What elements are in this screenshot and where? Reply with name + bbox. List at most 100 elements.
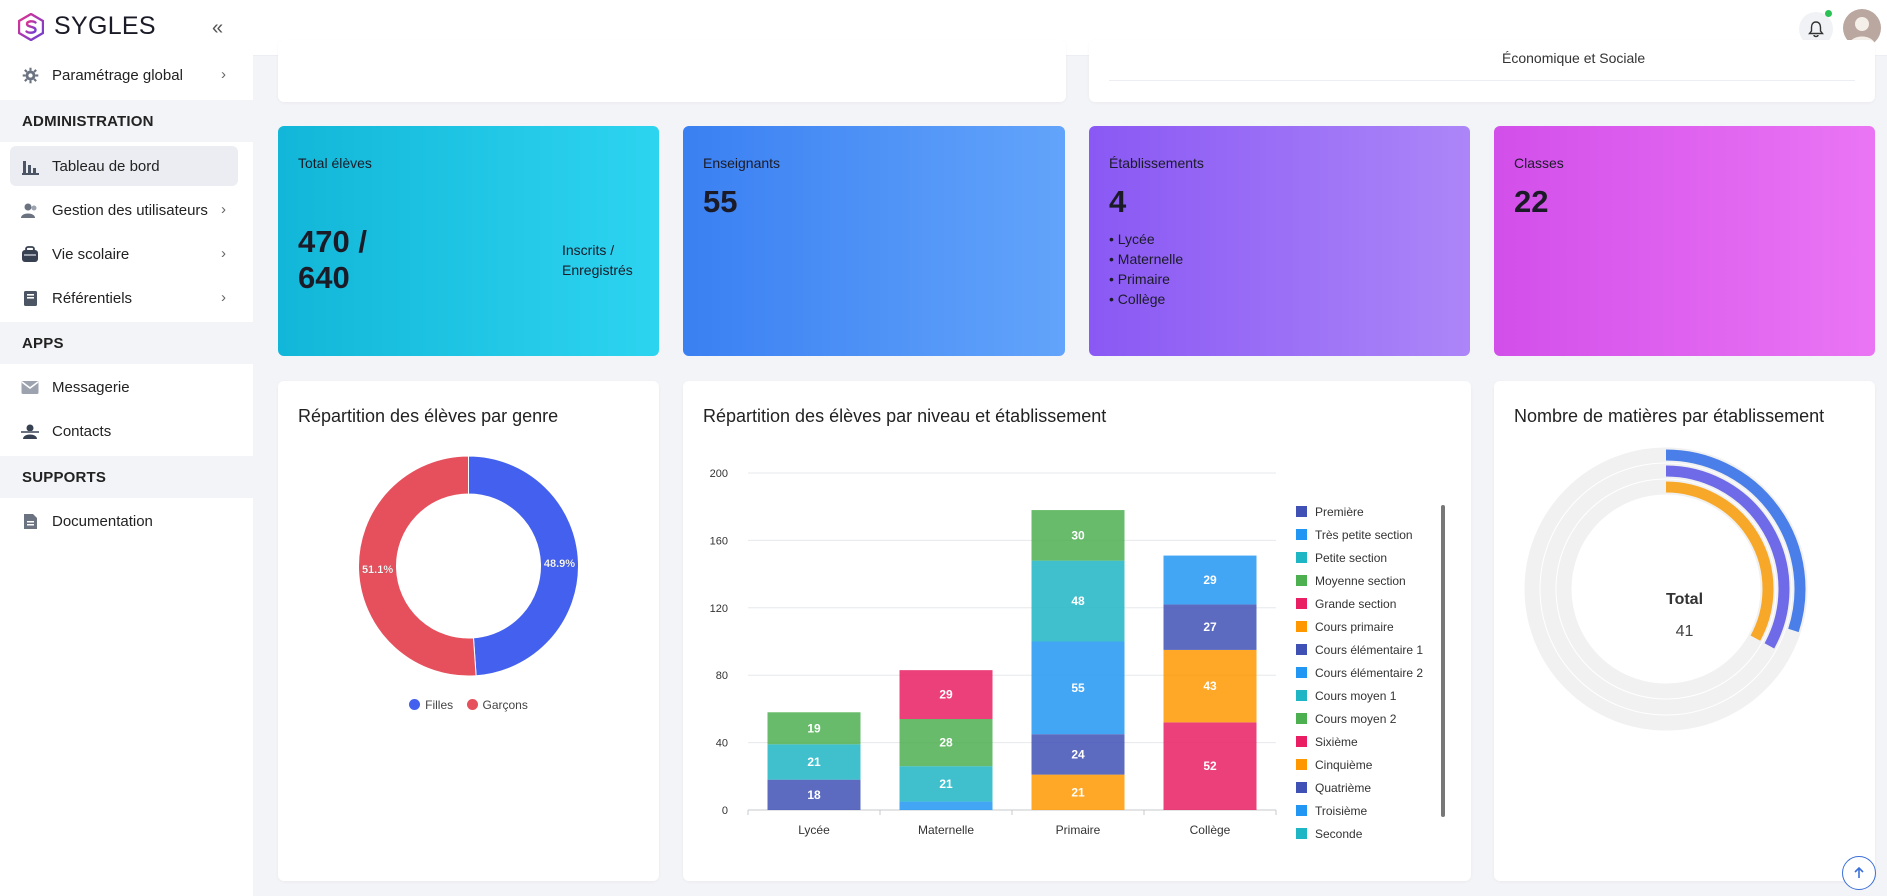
radial-total-label: Total	[1665, 591, 1704, 608]
y-tick-label: 120	[710, 603, 728, 615]
stat-title: Établissements	[1109, 155, 1204, 171]
legend-marker	[1296, 782, 1307, 793]
legend-label[interactable]: Très petite section	[1315, 528, 1413, 542]
legend-label[interactable]: Cours élémentaire 1	[1315, 643, 1423, 657]
legend-label[interactable]: Cours primaire	[1315, 620, 1394, 634]
donut-slice-garçons[interactable]	[357, 455, 477, 677]
sidebar-item-messagerie[interactable]: Messagerie	[10, 367, 238, 407]
sygles-logo-icon	[18, 12, 44, 41]
bar-segment[interactable]	[767, 779, 861, 810]
legend-label[interactable]: Quatrième	[1315, 781, 1371, 795]
stat-caption-line2: Enregistrés	[562, 262, 633, 278]
bar-segment[interactable]	[1163, 649, 1257, 723]
bar-segment[interactable]	[767, 744, 861, 780]
sidebar-item-gestion-utilisateurs[interactable]: Gestion des utilisateurs ›	[10, 190, 238, 230]
chevron-right-icon: ›	[221, 289, 226, 306]
sidebar-item-contacts[interactable]: Contacts	[10, 411, 238, 451]
bar-segment[interactable]	[1163, 604, 1257, 650]
etablissements-list: • Lycée • Maternelle • Primaire • Collèg…	[1109, 229, 1183, 309]
document-icon	[21, 512, 39, 530]
partial-card-right: Économique et Sociale	[1089, 40, 1875, 102]
etablissement-item: • Maternelle	[1109, 251, 1184, 267]
radial-bar[interactable]	[1665, 465, 1790, 649]
bar-segment[interactable]	[1031, 734, 1125, 775]
bar-segment[interactable]	[767, 712, 861, 745]
legend-label[interactable]: Première	[1315, 505, 1364, 519]
sidebar-item-label: Référentiels	[52, 289, 133, 307]
book-icon	[21, 289, 39, 307]
legend-label[interactable]: Cinquième	[1315, 758, 1373, 772]
card-title: Répartition des élèves par niveau et éta…	[703, 406, 1107, 426]
legend-item-filles[interactable]: Filles	[409, 698, 453, 712]
sidebar-item-label: Messagerie	[52, 378, 130, 396]
x-tick-label: Maternelle	[918, 823, 974, 837]
section-administration: ADMINISTRATION	[0, 100, 253, 142]
stat-value: 55	[703, 184, 738, 219]
bar-segment[interactable]	[1031, 560, 1125, 642]
partial-card-text: Économique et Sociale	[1502, 50, 1646, 66]
section-apps: APPS	[0, 322, 253, 364]
collapse-sidebar-icon[interactable]: «	[212, 17, 224, 39]
legend-label[interactable]: Sixième	[1315, 735, 1358, 749]
bar-chart-icon	[21, 157, 39, 175]
legend-marker	[1296, 667, 1307, 678]
legend-label[interactable]: Grande section	[1315, 597, 1396, 611]
stat-value-line2: 640	[298, 260, 350, 295]
bar-segment[interactable]	[1163, 555, 1257, 605]
y-tick-label: 200	[710, 468, 728, 480]
sidebar-item-parametrage-global[interactable]: Paramétrage global ›	[10, 55, 238, 95]
sidebar-item-documentation[interactable]: Documentation	[10, 501, 238, 541]
bar-segment[interactable]	[899, 719, 993, 767]
bar-data-label: 21	[807, 755, 821, 769]
sidebar-item-referentiels[interactable]: Référentiels ›	[10, 278, 238, 318]
bar-segment[interactable]	[1163, 722, 1257, 810]
sidebar: SYGLES « Paramétrage global › ADMINISTRA…	[0, 0, 253, 896]
stat-card-etablissements: Établissements 4 • Lycée • Maternelle • …	[1089, 126, 1470, 356]
divider	[1109, 80, 1855, 81]
bar-segment[interactable]	[899, 766, 993, 802]
radial-bar[interactable]	[1665, 449, 1806, 633]
scroll-to-top-button[interactable]	[1842, 856, 1876, 890]
legend-label[interactable]: Petite section	[1315, 551, 1387, 565]
legend-marker	[1296, 713, 1307, 724]
mail-icon	[21, 378, 39, 396]
legend-marker	[1296, 529, 1307, 540]
legend-label[interactable]: Cours élémentaire 2	[1315, 666, 1423, 680]
section-supports: SUPPORTS	[0, 456, 253, 498]
legend-marker	[1296, 575, 1307, 586]
legend-scrollbar[interactable]	[1441, 505, 1445, 817]
matieres-radial-chart	[1524, 447, 1808, 731]
bar-segment[interactable]	[899, 801, 993, 810]
legend-label[interactable]: Cours moyen 2	[1315, 712, 1397, 726]
card-title: Nombre de matières par établissement	[1514, 406, 1825, 426]
bar-segment[interactable]	[1031, 641, 1125, 735]
legend-label[interactable]: Seconde	[1315, 827, 1363, 841]
niveau-stacked-bar-chart: 0 40 80 120 160 200 Lycée 18 21 19 Maternelle 21 28 2…	[710, 468, 1445, 841]
y-tick-label: 0	[722, 805, 728, 817]
legend-label[interactable]: Troisième	[1315, 804, 1368, 818]
sidebar-item-tableau-de-bord[interactable]: Tableau de bord	[10, 146, 238, 186]
bar-segment[interactable]	[1031, 774, 1125, 810]
legend-item-garcons[interactable]: Garçons	[466, 698, 528, 712]
donut-slice-filles[interactable]	[468, 455, 579, 677]
chevron-right-icon: ›	[221, 245, 226, 262]
bar-segment[interactable]	[1031, 510, 1125, 561]
brand[interactable]: SYGLES	[18, 12, 156, 41]
bar-segment[interactable]	[899, 670, 993, 720]
sidebar-item-vie-scolaire[interactable]: Vie scolaire ›	[10, 234, 238, 274]
stat-title: Classes	[1514, 155, 1564, 171]
legend-label[interactable]: Cours moyen 1	[1315, 689, 1397, 703]
bar-data-label: 48	[1071, 594, 1085, 608]
stat-title: Enseignants	[703, 155, 781, 171]
legend-marker	[409, 699, 421, 710]
chevron-right-icon: ›	[221, 201, 226, 218]
y-tick-label: 160	[710, 535, 728, 547]
donut-label: 48.9%	[544, 558, 575, 570]
bar-data-label: 52	[1203, 759, 1217, 773]
legend-marker	[1296, 621, 1307, 632]
legend-label: Filles	[425, 698, 454, 712]
bar-data-label: 21	[1071, 785, 1085, 799]
radial-bar[interactable]	[1665, 481, 1774, 641]
legend-label[interactable]: Moyenne section	[1315, 574, 1406, 588]
chevron-right-icon: ›	[221, 66, 226, 83]
